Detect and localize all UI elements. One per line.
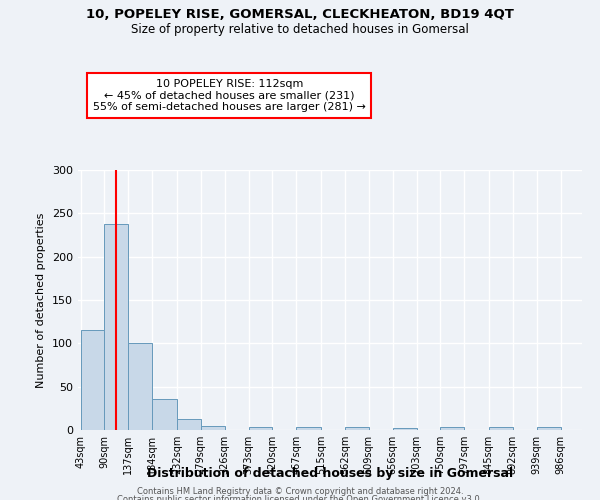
Bar	[536, 428, 560, 430]
Text: Size of property relative to detached houses in Gomersal: Size of property relative to detached ho…	[131, 22, 469, 36]
Text: Contains public sector information licensed under the Open Government Licence v3: Contains public sector information licen…	[118, 495, 482, 500]
Bar	[345, 426, 368, 430]
Bar	[152, 399, 177, 430]
Bar	[177, 418, 200, 430]
Bar	[489, 428, 513, 430]
Bar	[104, 224, 128, 430]
Text: 10 POPELEY RISE: 112sqm
← 45% of detached houses are smaller (231)
55% of semi-d: 10 POPELEY RISE: 112sqm ← 45% of detache…	[93, 79, 365, 112]
Bar	[200, 426, 224, 430]
Bar	[296, 426, 321, 430]
Text: Contains HM Land Registry data © Crown copyright and database right 2024.: Contains HM Land Registry data © Crown c…	[137, 488, 463, 496]
Bar	[248, 426, 272, 430]
Bar	[392, 428, 416, 430]
Y-axis label: Number of detached properties: Number of detached properties	[37, 212, 46, 388]
Bar	[128, 344, 152, 430]
Text: 10, POPELEY RISE, GOMERSAL, CLECKHEATON, BD19 4QT: 10, POPELEY RISE, GOMERSAL, CLECKHEATON,…	[86, 8, 514, 20]
Text: Distribution of detached houses by size in Gomersal: Distribution of detached houses by size …	[147, 467, 513, 480]
Bar	[440, 428, 464, 430]
Bar	[80, 330, 104, 430]
